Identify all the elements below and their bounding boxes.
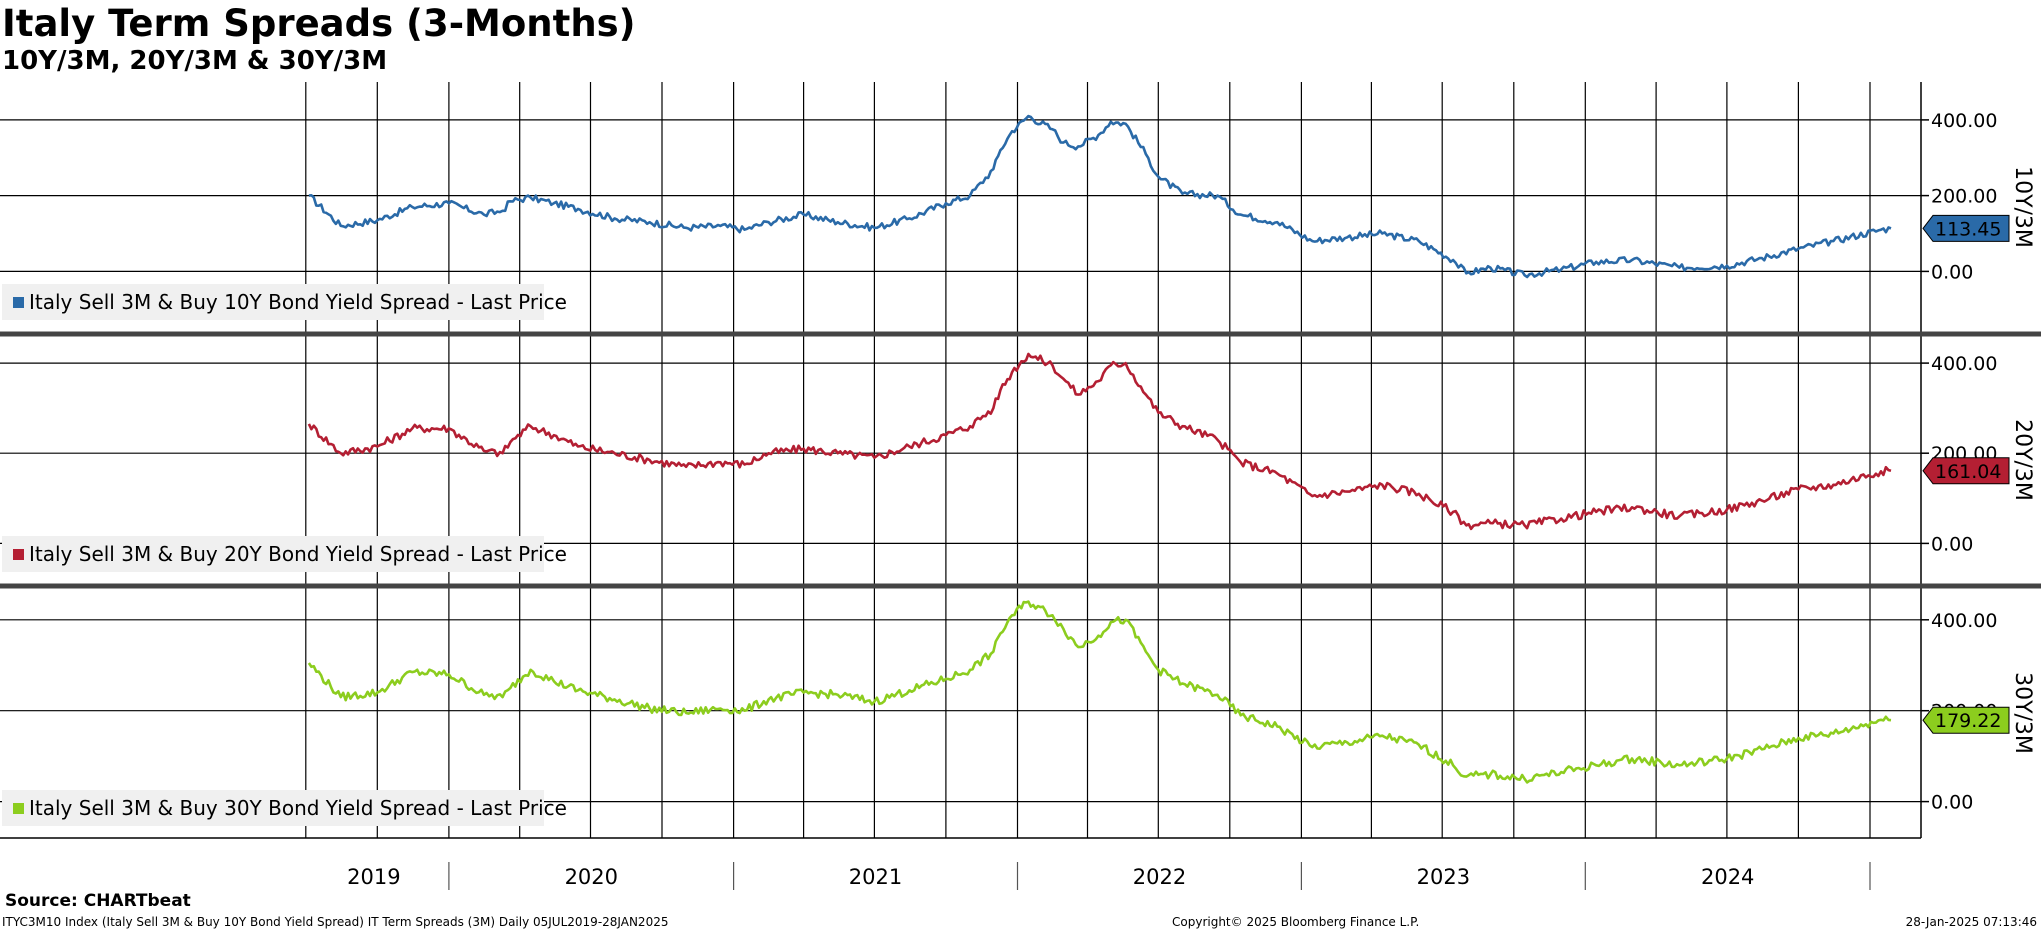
legend-label: Italy Sell 3M & Buy 30Y Bond Yield Sprea… [29,796,567,820]
y-tick-label: 0.00 [1931,533,1973,555]
panel-label: 20Y/3M [2010,419,2035,501]
y-tick-label: 0.00 [1931,261,1973,283]
last-value-tag [1922,706,2010,734]
y-tick-label: 0.00 [1931,792,1973,814]
y-tick-label: 400.00 [1931,110,1997,132]
last-value-tag [1922,457,2010,485]
x-tick-label: 2019 [347,865,400,889]
x-tick-label: 2023 [1417,865,1470,889]
panel-label: 30Y/3M [2010,672,2035,754]
x-tick-label: 2020 [565,865,618,889]
y-tick-label: 200.00 [1931,186,1997,208]
series-line [307,352,1892,531]
chart-title: Italy Term Spreads (3-Months) [2,2,636,45]
last-value-label: 113.45 [1935,218,2001,240]
series-line [308,114,1892,279]
legend-box [2,790,544,826]
legend-label: Italy Sell 3M & Buy 10Y Bond Yield Sprea… [29,290,567,314]
legend-swatch [13,549,24,560]
panel-label: 10Y/3M [2010,166,2035,248]
legend-box [2,284,544,320]
x-tick-label: 2024 [1701,865,1754,889]
last-value-tag [1922,214,2010,242]
legend-swatch [13,297,24,308]
y-tick-label: 400.00 [1931,610,1997,632]
x-tick-label: 2022 [1133,865,1186,889]
panel-1: 0.00 200.00 400.00 113.45 10Y/3M Italy Sell 3… [0,82,2035,332]
x-tick-label: 2021 [849,865,902,889]
last-value-label: 161.04 [1935,461,2001,483]
timestamp: 28-Jan-2025 07:13:46 [1905,915,2037,929]
legend-swatch [13,803,24,814]
legend-box [2,536,544,572]
y-tick-label: 400.00 [1931,353,1997,375]
ticker-description: ITYC3M10 Index (Italy Sell 3M & Buy 10Y … [2,915,669,929]
last-value-label: 179.22 [1935,710,2001,732]
series-line [307,600,1892,784]
legend-label: Italy Sell 3M & Buy 20Y Bond Yield Sprea… [29,542,567,566]
source-note: Source: CHARTbeat [5,891,191,911]
chart-subtitle: 10Y/3M, 20Y/3M & 30Y/3M [2,46,388,76]
copyright-note: Copyright© 2025 Bloomberg Finance L.P. [1172,915,1420,929]
